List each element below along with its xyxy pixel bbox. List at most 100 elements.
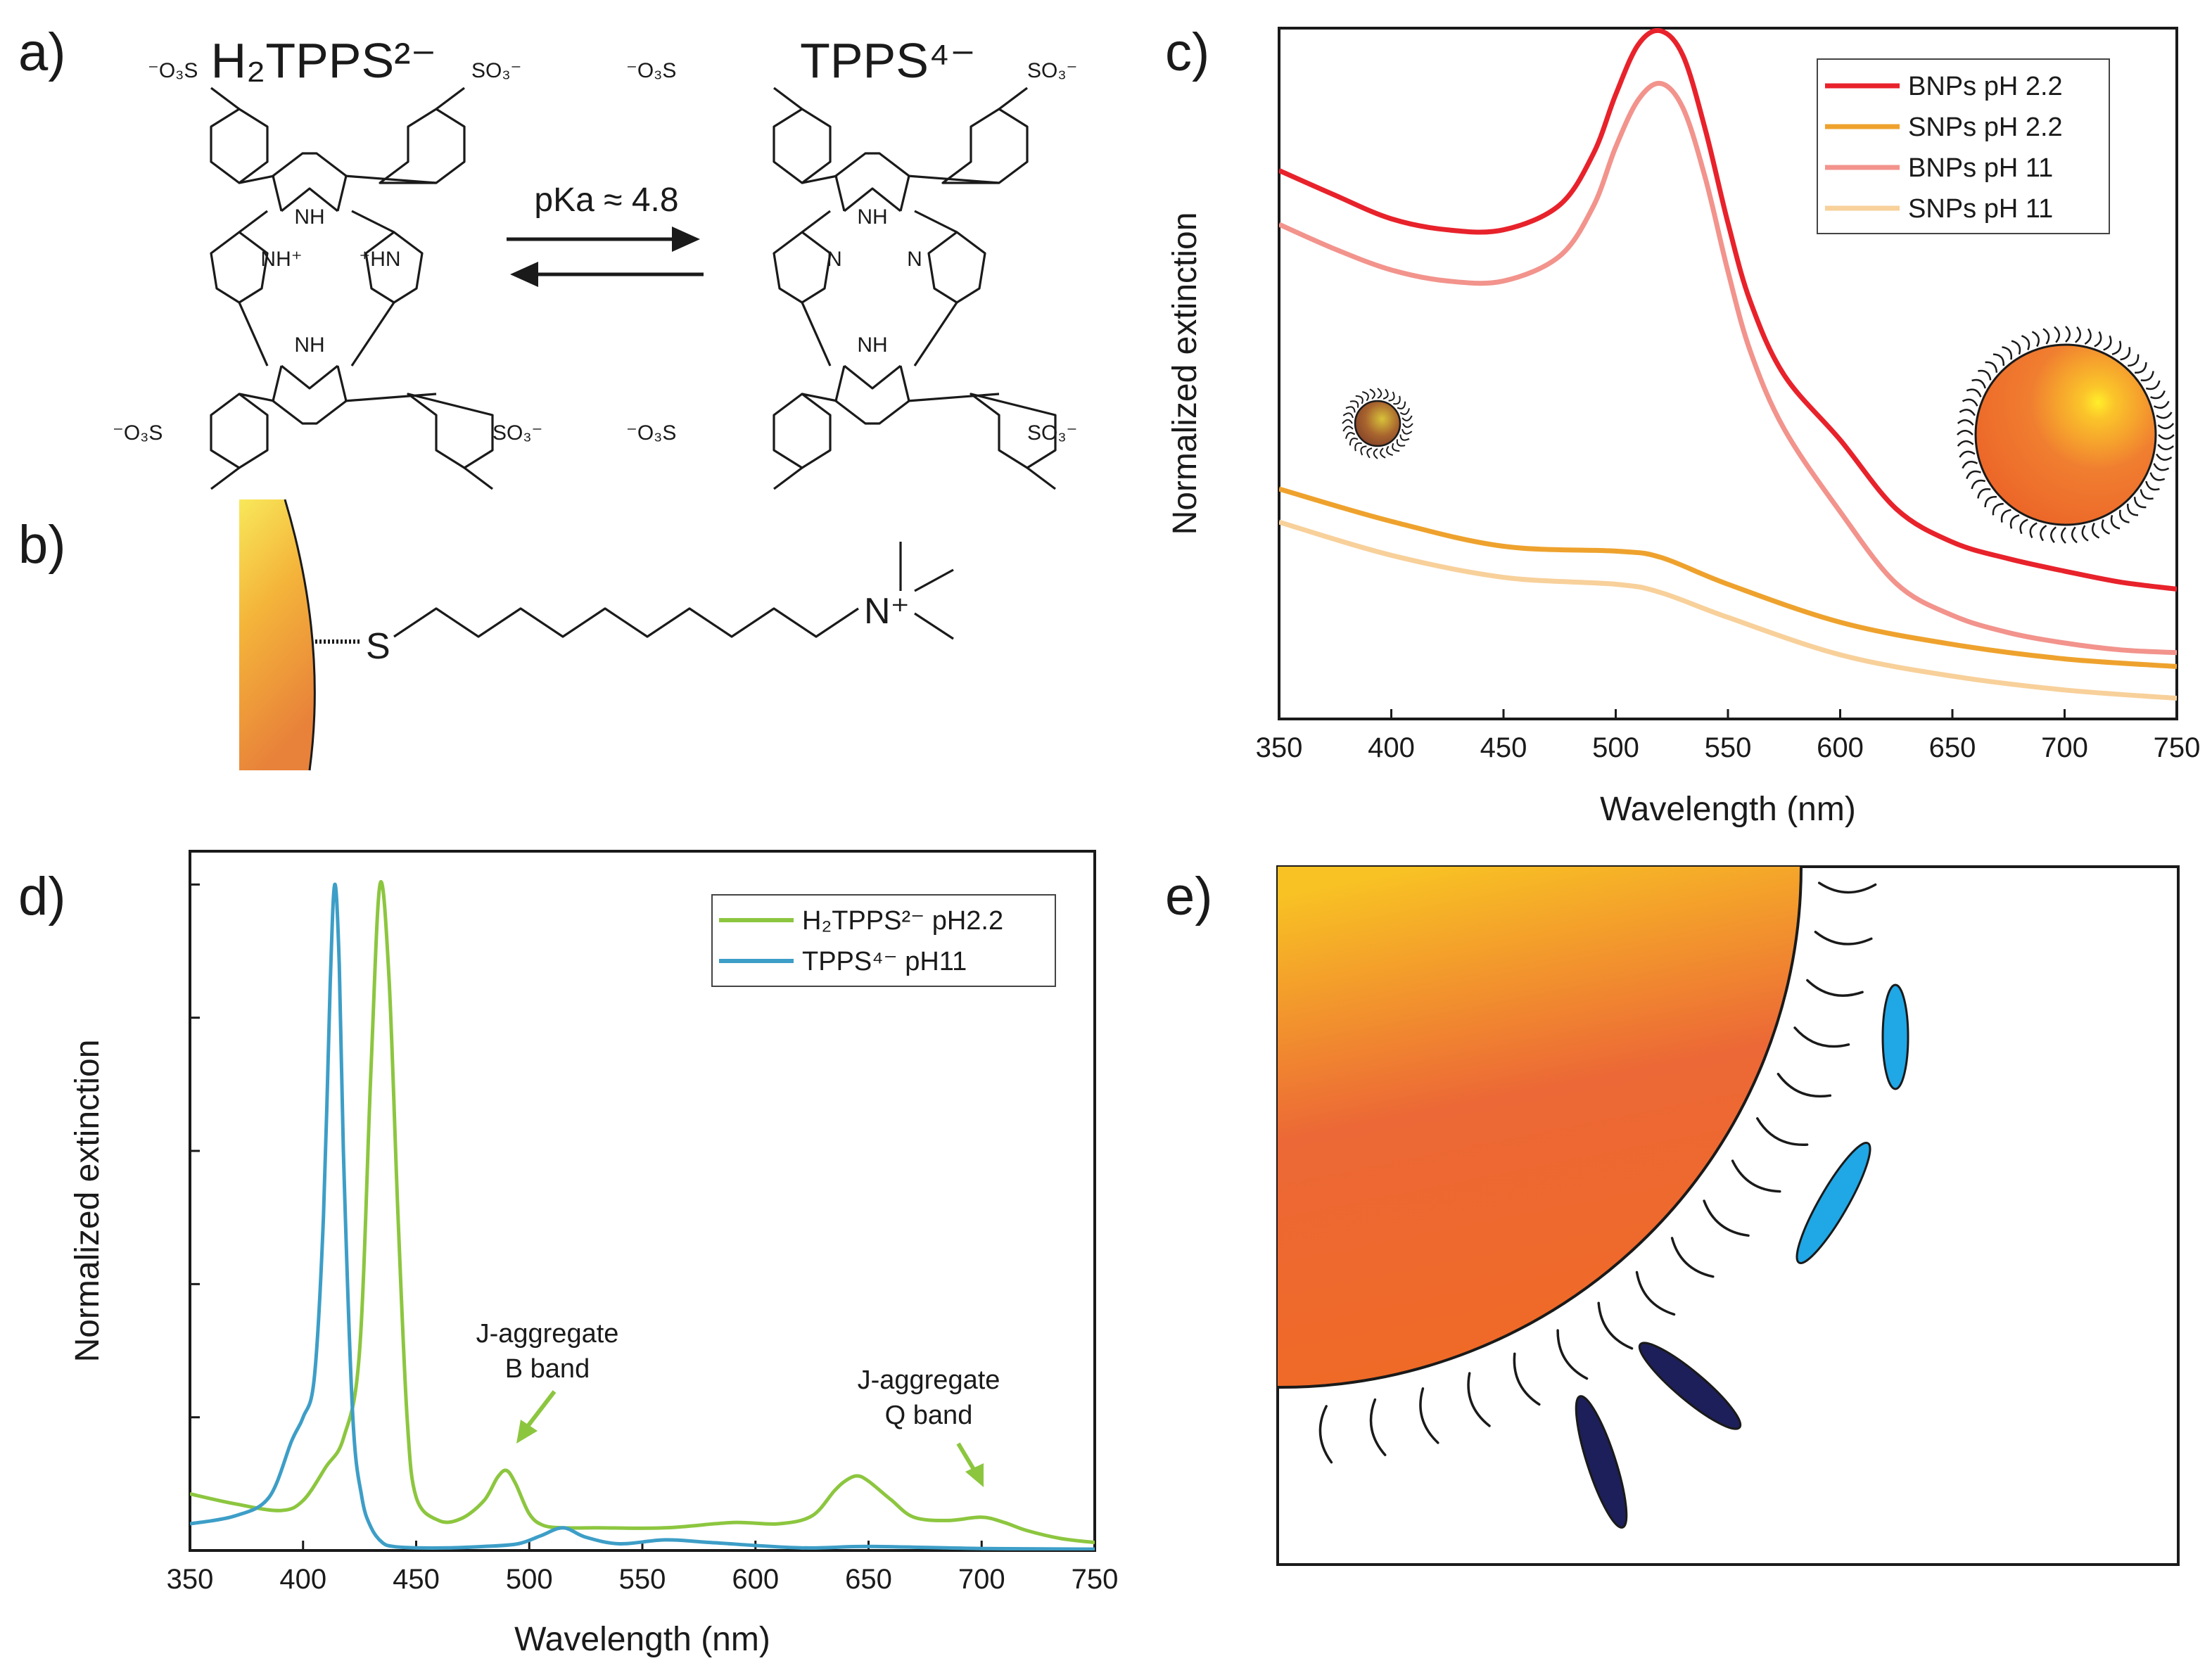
legend-item-bnps-ph11: BNPs pH 11 — [1825, 153, 2053, 183]
x-tick-label: 350 — [1256, 732, 1303, 763]
series-line-2 — [1279, 80, 2177, 656]
chart-d-y-label: Normalized extinction — [69, 1040, 106, 1363]
x-tick-label: 450 — [393, 1564, 440, 1595]
annotation-b-band-arrow — [524, 1390, 557, 1429]
h2tpps-nh-top: NH — [294, 205, 324, 229]
chart-d-x-label: Wavelength (nm) — [514, 1621, 770, 1658]
x-tick-label: 750 — [1072, 1564, 1119, 1595]
ligand-chains — [1318, 881, 1877, 1464]
annotation-q-band: J-aggregate Q band — [858, 1365, 1000, 1487]
h2tpps-title: H₂TPPS²⁻ — [211, 33, 437, 88]
series-line-1 — [1279, 486, 2177, 669]
panel-a: H₂TPPS²⁻ TPPS⁴⁻ NH — [113, 33, 1077, 490]
x-tick-label: 550 — [619, 1564, 666, 1595]
legend-item-tpps: TPPS⁴⁻ pH11 — [719, 947, 967, 976]
chart-d: 350 400 450 500 550 600 650 700 750 Wavelength (… — [69, 850, 1119, 1658]
tpps-nh-bottom: NH — [857, 333, 887, 357]
x-tick-label: 350 — [167, 1564, 214, 1595]
annotation-b-band: J-aggregate B band — [476, 1319, 619, 1444]
h2tpps-so3-top-right: SO₃⁻ — [471, 59, 521, 82]
legend-item-snps-ph22: SNPs pH 2.2 — [1825, 113, 2063, 142]
h2tpps-structure: NH NH NH⁺ ⁺HN ⁻O₃S SO₃⁻ ⁻O₃S SO₃⁻ — [113, 59, 542, 490]
annotation-b-band-line2: B band — [505, 1354, 590, 1384]
h2tpps-nh-plus-left: NH⁺ — [260, 248, 302, 271]
chart-d-ticks: 350 400 450 500 550 600 650 700 750 — [167, 883, 1119, 1595]
pka-label: pKa ≈ 4.8 — [534, 181, 678, 219]
tpps-molecule-1 — [1881, 983, 1909, 1090]
legend-label: TPPS⁴⁻ pH11 — [802, 947, 967, 976]
h2tpps-molecule-1 — [1638, 1342, 1742, 1430]
annotation-b-band-line1: J-aggregate — [476, 1319, 619, 1349]
panel-label-c: c) — [1165, 23, 1209, 82]
h2tpps-molecule-2 — [1575, 1395, 1628, 1529]
series-line-0 — [190, 880, 1095, 1545]
x-tick-label: 650 — [845, 1564, 892, 1595]
x-tick-label: 400 — [279, 1564, 326, 1595]
tpps-nh-top: NH — [857, 205, 887, 229]
h2tpps-nh-plus-right: ⁺HN — [359, 248, 400, 271]
panel-label-e: e) — [1165, 867, 1213, 926]
tpps-so3-top-right: SO₃⁻ — [1027, 59, 1077, 82]
tpps-molecule-2 — [1795, 1142, 1871, 1264]
small-nanoparticle-icon — [1342, 388, 1413, 459]
x-tick-label: 500 — [506, 1564, 553, 1595]
annotation-q-band-line2: Q band — [885, 1401, 973, 1430]
equilibrium-arrows: pKa ≈ 4.8 — [507, 181, 704, 287]
alkyl-chain — [393, 607, 859, 638]
legend-label: H₂TPPS²⁻ pH2.2 — [802, 906, 1003, 936]
series-line-0 — [1279, 28, 2177, 592]
chart-d-series — [190, 880, 1095, 1550]
chart-c-legend: BNPs pH 2.2 SNPs pH 2.2 BNPs pH 11 SNPs … — [1817, 58, 2110, 234]
legend-label: SNPs pH 11 — [1908, 194, 2053, 224]
chart-c: 350 400 450 500 550 600 650 700 750 Wavelength (… — [1167, 27, 2201, 828]
x-tick-label: 700 — [958, 1564, 1005, 1595]
x-tick-label: 600 — [732, 1564, 779, 1595]
chart-c-x-ticks: 350 400 450 500 550 600 650 700 750 — [1256, 709, 2201, 763]
legend-item-snps-ph11: SNPs pH 11 — [1825, 194, 2053, 224]
annotation-q-band-line1: J-aggregate — [858, 1365, 1000, 1395]
legend-label: BNPs pH 2.2 — [1908, 72, 2063, 101]
tpps-structure: NH NH N N ⁻O₃S SO₃⁻ ⁻O₃S SO₃⁻ — [626, 59, 1077, 490]
sulfur-label: S — [366, 626, 390, 667]
chart-c-series — [1279, 28, 2177, 701]
panel-label-b: b) — [18, 515, 66, 575]
x-tick-label: 700 — [2041, 732, 2088, 763]
x-tick-label: 600 — [1817, 732, 1864, 763]
legend-label: BNPs pH 11 — [1908, 153, 2053, 183]
x-tick-label: 550 — [1705, 732, 1752, 763]
tpps-n-right: N — [907, 248, 922, 271]
x-tick-label: 650 — [1929, 732, 1976, 763]
large-nanoparticle — [1278, 867, 1801, 1388]
h2tpps-so3-bottom-right: SO₃⁻ — [492, 421, 542, 445]
h2tpps-nh-bottom: NH — [294, 333, 324, 357]
x-tick-label: 400 — [1368, 732, 1415, 763]
panel-e — [1276, 865, 2180, 1566]
annotation-q-band-arrow — [956, 1442, 977, 1473]
tpps-so3-bottom-left: ⁻O₃S — [626, 421, 676, 445]
tpps-so3-bottom-right: SO₃⁻ — [1027, 421, 1077, 445]
chart-d-legend: H₂TPPS²⁻ pH2.2 TPPS⁴⁻ pH11 — [711, 894, 1056, 987]
x-tick-label: 450 — [1480, 732, 1527, 763]
tpps-n-left: N — [827, 248, 842, 271]
legend-item-bnps-ph22: BNPs pH 2.2 — [1825, 72, 2063, 101]
legend-label: SNPs pH 2.2 — [1908, 113, 2063, 142]
adsorbed-molecules — [1575, 983, 1909, 1529]
x-tick-label: 750 — [2154, 732, 2201, 763]
legend-item-h2tpps: H₂TPPS²⁻ pH2.2 — [719, 906, 1003, 936]
h2tpps-so3-top-left: ⁻O₃S — [148, 59, 198, 82]
tpps-title: TPPS⁴⁻ — [800, 33, 976, 88]
ammonium-label: N⁺ — [864, 591, 910, 632]
chart-c-x-label: Wavelength (nm) — [1600, 791, 1856, 828]
h2tpps-so3-bottom-left: ⁻O₃S — [113, 421, 163, 445]
panel-label-d: d) — [18, 867, 66, 926]
big-nanoparticle-icon — [1957, 326, 2175, 544]
series-line-1 — [190, 882, 1095, 1550]
panel-b: S N⁺ — [239, 499, 954, 771]
methyl-groups — [899, 542, 954, 640]
series-line-3 — [1279, 519, 2177, 701]
panel-label-a: a) — [18, 23, 66, 82]
x-tick-label: 500 — [1592, 732, 1639, 763]
tpps-so3-top-left: ⁻O₃S — [626, 59, 676, 82]
chart-c-y-label: Normalized extinction — [1167, 212, 1204, 535]
